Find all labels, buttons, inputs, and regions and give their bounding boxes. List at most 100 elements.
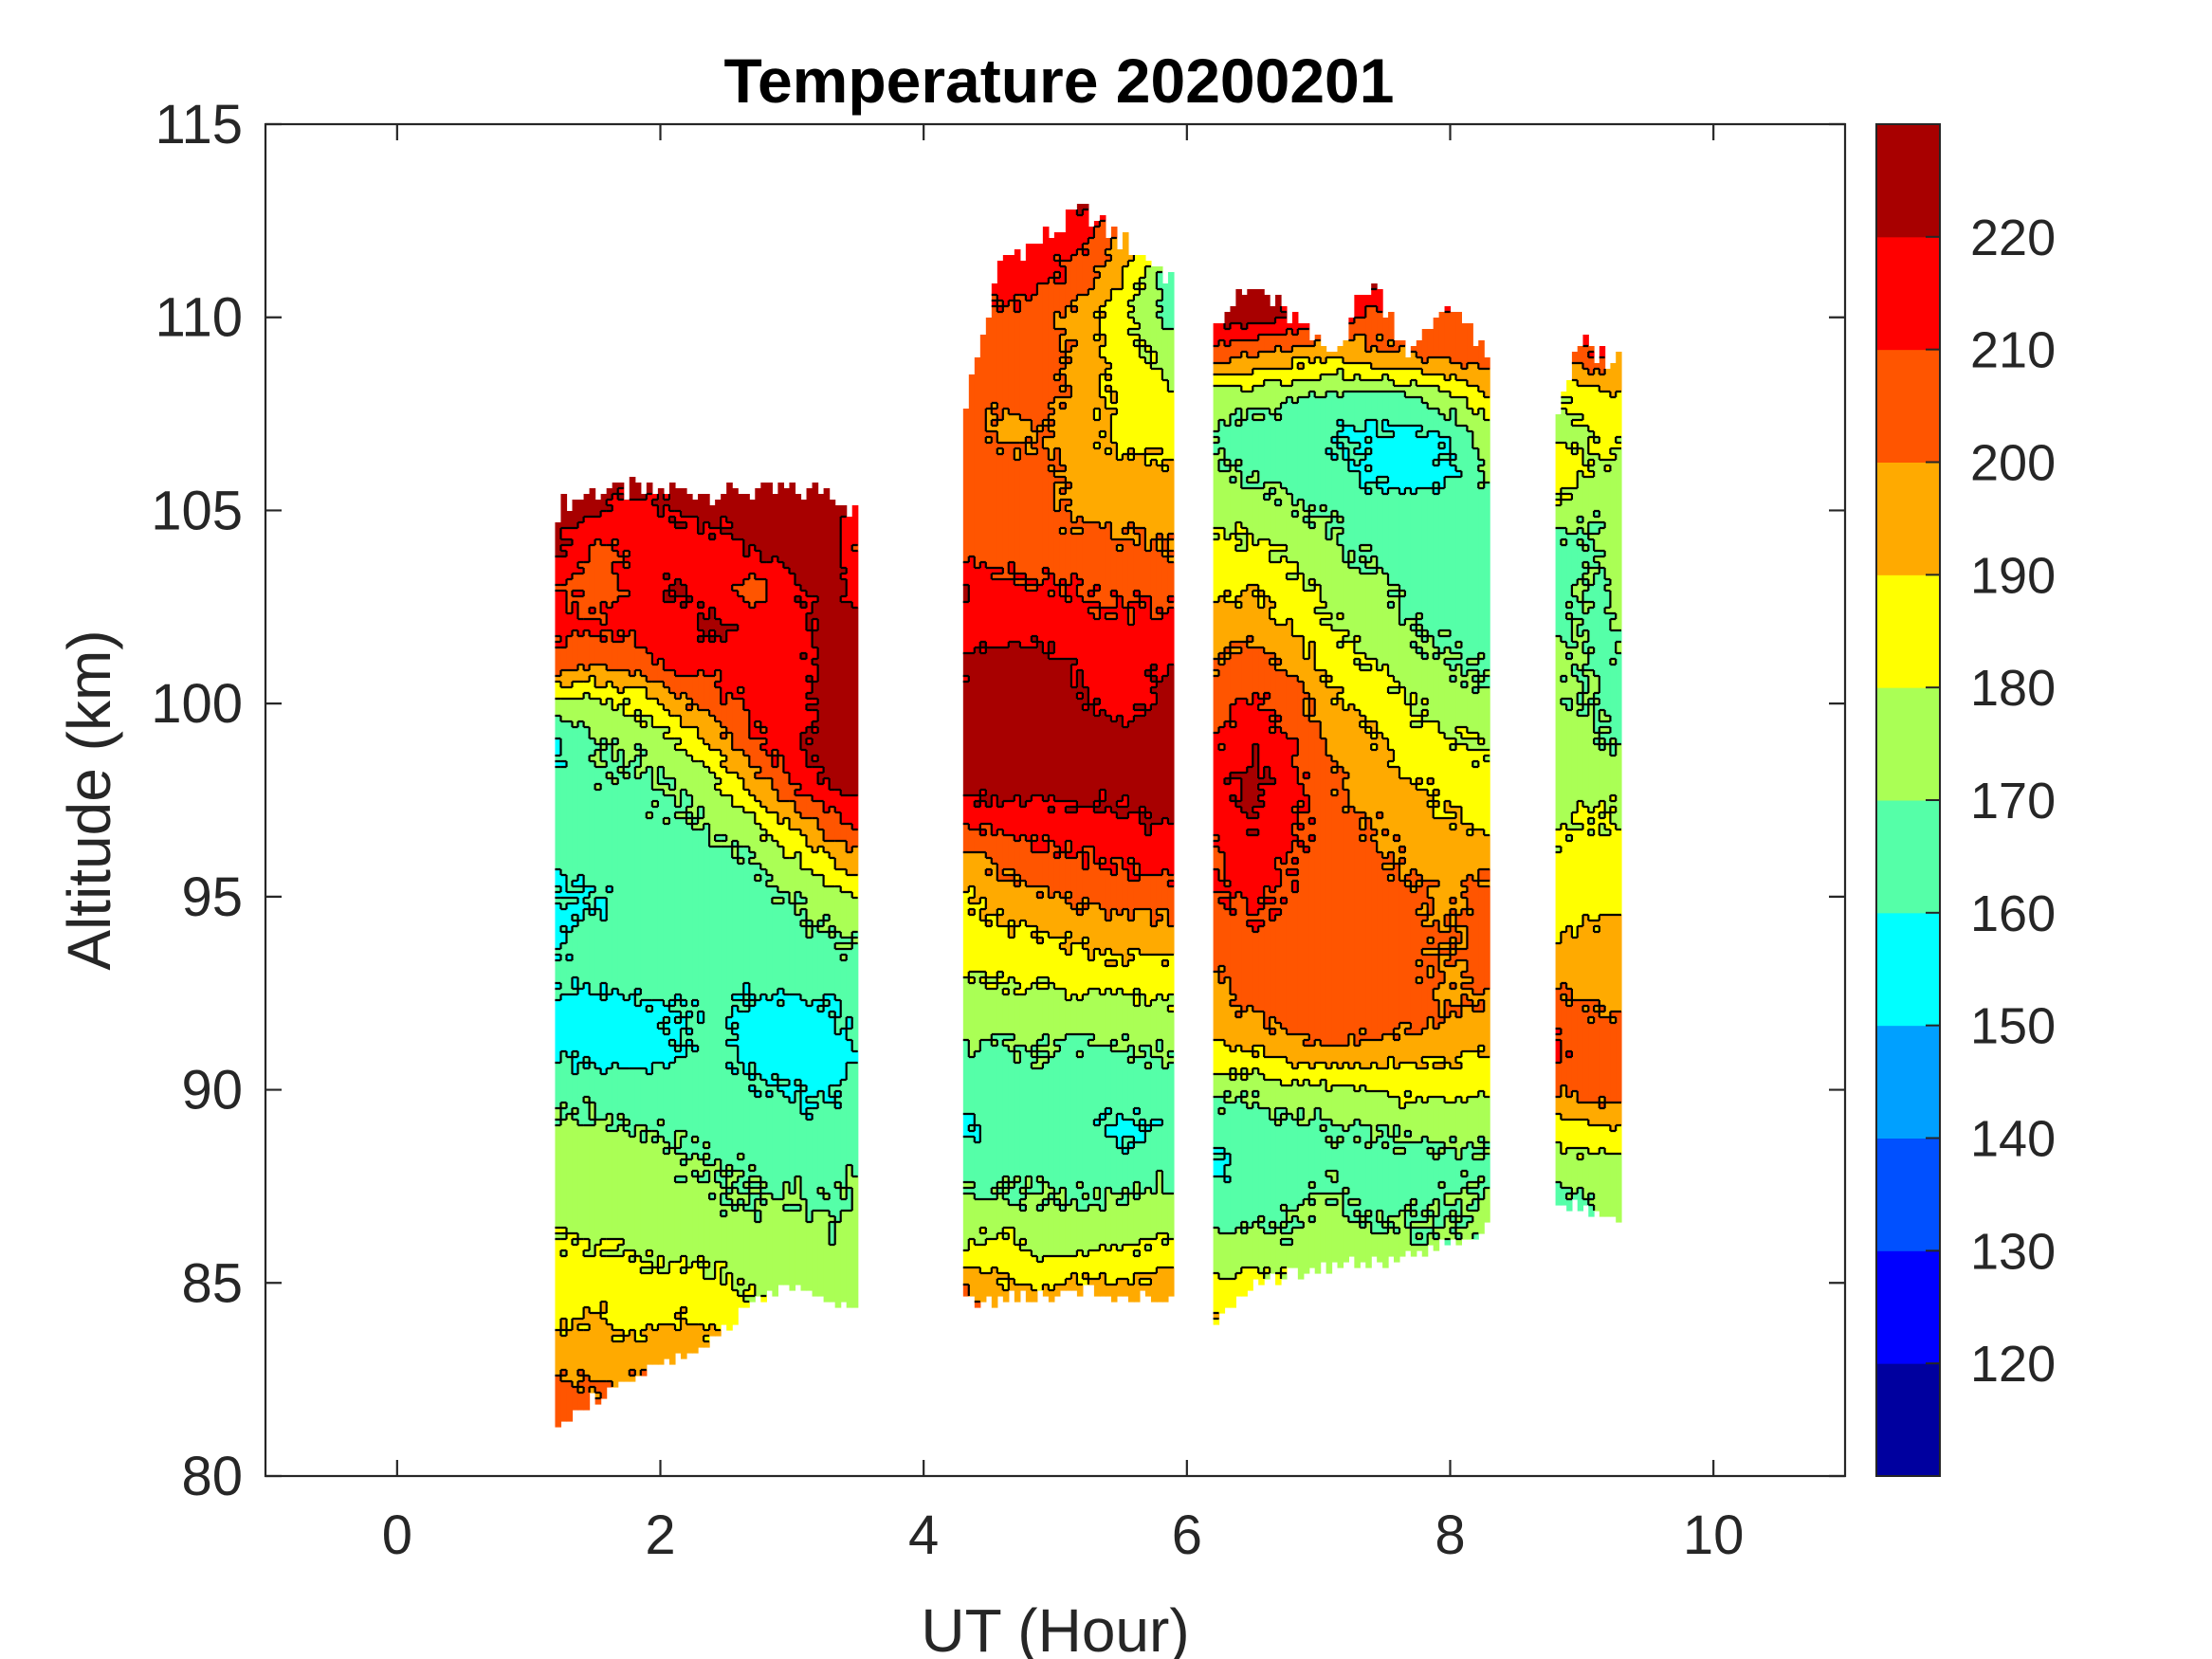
contour-cell [979, 790, 987, 796]
contour-cell [680, 750, 687, 791]
contour-cell [1053, 448, 1061, 472]
contour-cell [1371, 1233, 1378, 1257]
contour-cell [1455, 653, 1462, 660]
contour-cell [1082, 244, 1089, 250]
contour-cell [1099, 335, 1106, 347]
contour-cell [600, 1302, 608, 1314]
contour-cell [1410, 784, 1417, 870]
contour-cell [560, 943, 568, 995]
contour-cell [1235, 340, 1242, 358]
contour-cell [1388, 1097, 1395, 1138]
contour-cell [1472, 448, 1479, 660]
contour-cell [1561, 1085, 1567, 1121]
contour-cell [1036, 585, 1044, 643]
contour-cell [704, 824, 710, 1143]
contour-cell [1014, 1205, 1021, 1246]
contour-cell [1571, 830, 1579, 939]
contour-cell [1303, 511, 1310, 518]
contour-cell [1122, 454, 1129, 529]
contour-cell [1472, 767, 1479, 830]
contour-cell [1308, 346, 1316, 364]
contour-cell [1427, 807, 1435, 882]
contour-cell [1348, 568, 1355, 643]
contour-cell [1161, 329, 1169, 381]
contour-cell [1070, 574, 1078, 660]
contour-cell [789, 903, 796, 995]
contour-cell [1133, 710, 1141, 717]
contour-cell [1478, 653, 1485, 660]
contour-cell [1388, 585, 1395, 592]
contour-cell [1082, 1199, 1089, 1212]
contour-cell [834, 1091, 842, 1098]
contour-cell [968, 1188, 976, 1194]
contour-cell [1076, 534, 1084, 580]
contour-cell [1594, 562, 1600, 569]
contour-cell [1467, 1188, 1473, 1194]
contour-cell [772, 903, 778, 995]
contour-cell [1235, 323, 1242, 341]
contour-cell [1042, 1051, 1050, 1058]
contour-cell [646, 1256, 653, 1263]
contour-cell [674, 1023, 682, 1047]
contour-cell [812, 659, 819, 665]
contour-cell [1218, 665, 1226, 728]
contour-cell [1360, 716, 1366, 722]
contour-cell [766, 778, 773, 813]
contour-cell [663, 784, 670, 796]
contour-cell [1133, 1199, 1141, 1246]
contour-cell [1133, 1142, 1141, 1183]
contour-cell [1561, 682, 1567, 700]
contour-cell [709, 630, 716, 637]
contour-cell [1127, 522, 1135, 529]
contour-cell [795, 1176, 802, 1206]
contour-cell [1252, 545, 1259, 586]
contour-cell [566, 528, 574, 540]
contour-cell [1252, 369, 1259, 387]
contour-cell [1224, 1279, 1232, 1308]
contour-cell [555, 585, 562, 592]
contour-cell [1484, 1148, 1490, 1155]
contour-cell [651, 1267, 659, 1331]
contour-cell [674, 1017, 682, 1024]
contour-cell [663, 710, 670, 728]
contour-cell [1398, 847, 1406, 853]
contour-cell [668, 1324, 676, 1365]
contour-cell [732, 699, 739, 751]
contour-cell [1241, 392, 1248, 421]
contour-cell [968, 830, 976, 853]
contour-cell [1427, 1211, 1435, 1217]
contour-cell [1325, 625, 1333, 677]
contour-cell [589, 886, 596, 893]
contour-cell [1461, 1148, 1468, 1172]
contour-cell [1059, 465, 1067, 472]
contour-cell [851, 1176, 859, 1308]
contour-cell [680, 1307, 687, 1314]
contour-cell [1093, 704, 1101, 717]
contour-cell [806, 818, 814, 848]
contour-cell [1594, 733, 1600, 739]
contour-cell [1110, 392, 1118, 404]
contour-cell [1076, 585, 1084, 597]
contour-cell [1365, 1142, 1372, 1149]
contour-cell [1394, 682, 1400, 688]
contour-cell [600, 1239, 608, 1251]
contour-cell [1314, 340, 1322, 358]
contour-cell [1427, 409, 1435, 432]
contour-cell [823, 778, 831, 813]
contour-cell [1110, 591, 1118, 597]
contour-cell [1218, 1097, 1226, 1109]
contour-cell [1455, 926, 1462, 933]
contour-cell [704, 494, 710, 523]
contour-cell [1291, 835, 1299, 842]
contour-cell [1065, 357, 1072, 364]
contour-cell [1025, 591, 1033, 648]
contour-cell [1053, 659, 1061, 802]
contour-cell [1599, 915, 1606, 1007]
contour-cell [629, 1250, 636, 1257]
contour-cell [1438, 1142, 1446, 1149]
contour-cell [1461, 397, 1468, 427]
contour-cell [749, 1085, 756, 1092]
contour-cell [1382, 374, 1389, 392]
contour-cell [640, 1336, 648, 1342]
contour-cell [1127, 721, 1135, 813]
